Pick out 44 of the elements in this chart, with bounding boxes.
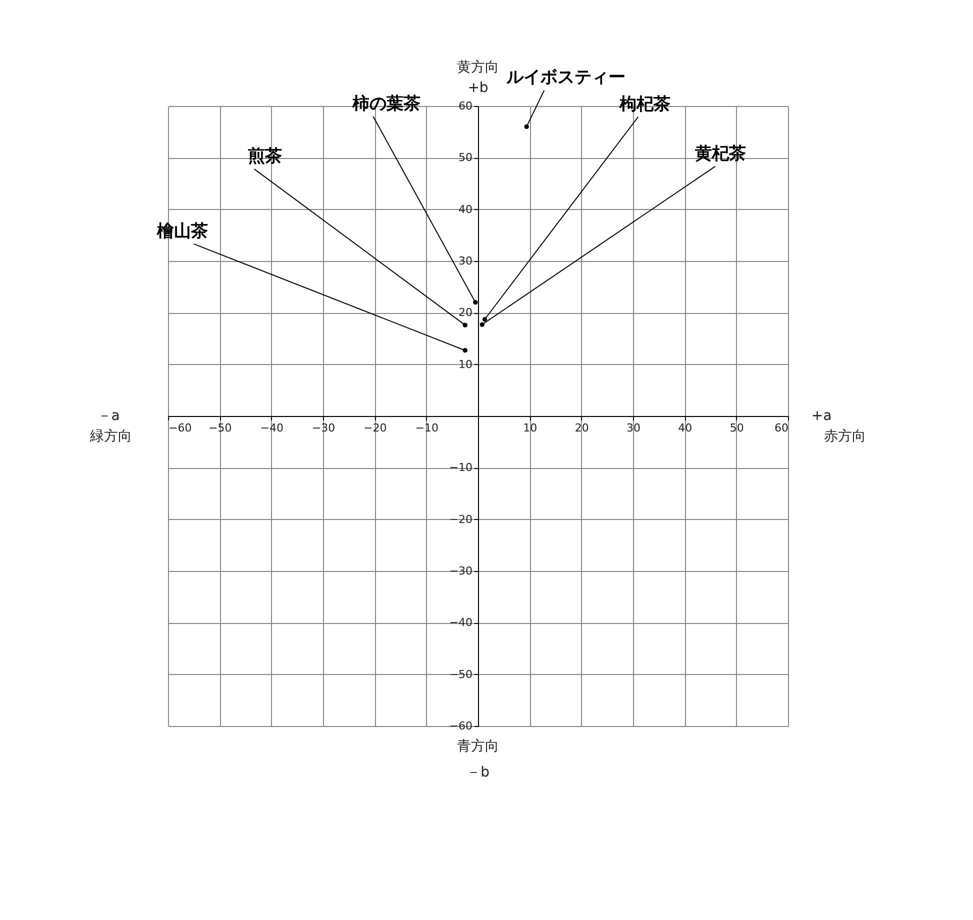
x-tick-label: 50 — [730, 422, 744, 434]
text: +b — [468, 80, 488, 96]
point — [462, 348, 468, 353]
y-tick-label: −50 — [449, 668, 472, 681]
point — [480, 322, 484, 327]
text: 赤方向 — [824, 428, 866, 445]
text: 黄方向 — [457, 59, 499, 76]
x-tick-label: −60 — [168, 422, 192, 434]
text: －a — [97, 408, 120, 424]
x-tick-label: 40 — [678, 422, 692, 434]
point — [482, 317, 488, 322]
text: －b — [466, 764, 490, 780]
x-tick-label: −20 — [364, 422, 387, 434]
point — [473, 300, 478, 305]
y-tick-label: −40 — [449, 616, 472, 630]
text: 青方向 — [457, 738, 499, 755]
text: ルイボスティー — [505, 68, 626, 88]
text: 枸杞茶 — [618, 94, 670, 114]
text: 煎茶 — [247, 146, 282, 167]
y-tick-label: −10 — [449, 461, 472, 474]
y-tick-label: 20 — [458, 306, 472, 320]
x-tick-label: 20 — [574, 422, 589, 434]
y-tick-label: −30 — [449, 564, 472, 578]
y-tick-label: 10 — [458, 358, 472, 371]
y-tick-label: 30 — [458, 254, 472, 268]
text: +a — [811, 408, 832, 424]
point — [462, 322, 468, 328]
text: 緑方向 — [89, 428, 132, 445]
text: 檜山茶 — [156, 222, 208, 242]
x-tick-label: 30 — [626, 422, 640, 434]
y-tick-label: 50 — [458, 151, 472, 164]
x-tick-label: −50 — [208, 422, 232, 434]
x-tick-label: −10 — [415, 422, 438, 434]
y-tick-label: 40 — [458, 202, 472, 216]
x-tick-label: 60 — [774, 422, 788, 434]
x-tick-label: 10 — [523, 422, 538, 434]
x-tick-label: −40 — [260, 422, 284, 434]
x-tick-label: −30 — [312, 422, 336, 434]
y-tick-label: 60 — [458, 100, 472, 112]
text: 黄杞茶 — [694, 144, 746, 164]
y-tick-label: −20 — [449, 512, 472, 526]
point — [524, 124, 529, 130]
y-tick-label: −60 — [449, 720, 472, 732]
text: 柿の葉茶 — [352, 94, 421, 114]
